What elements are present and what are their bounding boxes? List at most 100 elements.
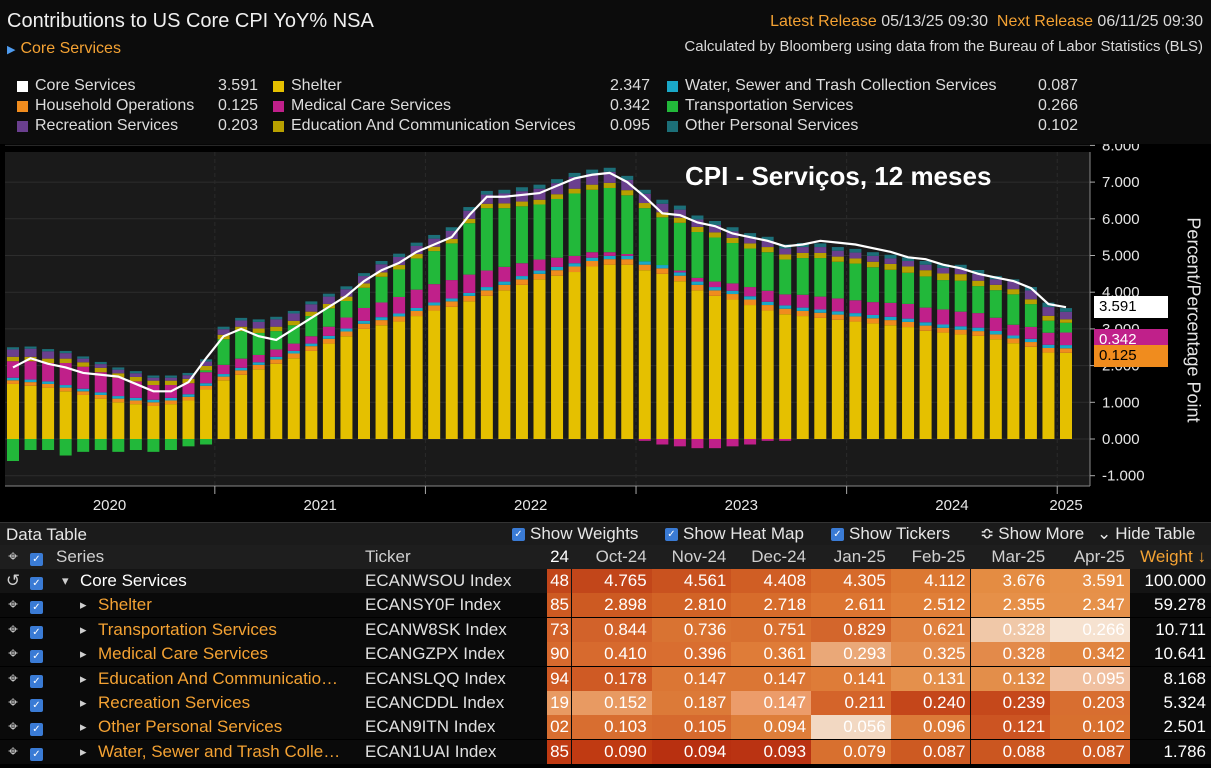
series-name[interactable]: Core Services [80,571,187,590]
bar-segment [709,281,721,288]
bar-segment [568,255,581,264]
crosshair-icon[interactable]: ⌖ [8,668,18,688]
bar-segment [954,329,967,335]
show-heat-map-toggle[interactable]: ✓ Show Heat Map [665,524,804,544]
expand-caret-icon[interactable]: ▸ [80,719,87,735]
col-header-month[interactable]: Nov-24 [671,547,727,566]
col-header-weight[interactable]: Weight ↓ [1140,547,1206,566]
col-header-month[interactable]: Apr-25 [1073,547,1125,566]
col-header-month[interactable]: Oct-24 [595,547,647,566]
value-cell-partial: 94 [547,666,571,691]
legend-item[interactable]: Medical Care Services [273,96,451,116]
table-row[interactable]: ⌖ ✓ ▸ Recreation Services ECANCDDL Index 19 0.… [0,691,1211,715]
expand-caret-icon[interactable]: ▸ [80,621,87,637]
table-row[interactable]: ⌖ ✓ ▸ Other Personal Services ECAN9ITN Index… [0,715,1211,740]
expand-caret-icon[interactable]: ▸ [80,695,87,710]
legend-item[interactable]: Transportation Services [667,96,853,116]
series-selector[interactable]: ▶ Core Services [7,40,121,58]
value-cell: 0.093 [731,739,812,764]
bar-segment [902,303,915,319]
row-checkbox[interactable]: ✓ [30,642,48,666]
table-row[interactable]: ↺ ✓ ▾ Core Services ECANWSOU Index 48 4.765 4.5… [0,569,1211,593]
bar-segment [393,313,406,317]
series-name[interactable]: Transportation Services [98,619,277,639]
hide-table-button[interactable]: ⌄ Hide Table [1097,524,1195,544]
col-header-month[interactable]: Jan-25 [833,547,886,566]
series-name[interactable]: Shelter [98,595,152,615]
bar-segment [200,372,213,384]
legend-item[interactable]: Recreation Services [17,116,178,136]
y-tick-label: 1.000 [1102,394,1140,411]
weight-cell: 2.501 [1163,717,1206,737]
crosshair-icon[interactable]: ⌖ [8,619,18,639]
series-name[interactable]: Recreation Services [98,693,251,712]
show-weights-toggle[interactable]: ✓ Show Weights [512,524,638,544]
bar-segment [533,204,546,260]
table-row[interactable]: ⌖ ✓ ▸ Education And Communicatio… ECANSLQQ I… [0,666,1211,691]
legend-item[interactable]: Other Personal Services [667,116,858,136]
table-row[interactable]: ⌖ ✓ ▸ Transportation Services ECANW8SK Index… [0,617,1211,642]
bar-segment [515,279,528,285]
crosshair-icon[interactable]: ⌖ [8,741,18,761]
row-checkbox[interactable]: ✓ [30,715,48,739]
expand-caret-icon[interactable]: ▸ [80,670,87,686]
row-checkbox[interactable]: ✓ [30,593,48,617]
row-checkbox[interactable]: ✓ [30,691,48,715]
col-header-month[interactable]: Dec-24 [751,547,807,566]
release-info: Latest Release 05/13/25 09:30 Next Relea… [770,13,1203,31]
expand-caret-icon[interactable]: ▸ [80,597,87,613]
bar-segment [1024,338,1037,343]
crosshair-icon[interactable]: ⌖ [8,717,18,737]
legend-label: Shelter [291,77,342,94]
table-row[interactable]: ⌖ ✓ ▸ Medical Care Services ECANGZPX Index 90… [0,642,1211,667]
reset-icon[interactable]: ↺ [5,571,21,590]
crosshair-icon[interactable]: ⌖ [8,693,18,712]
show-tickers-toggle[interactable]: ✓ Show Tickers [831,524,950,544]
value-cell: 0.094 [731,715,812,740]
legend-item[interactable]: Household Operations [17,96,194,116]
x-tick-label: 2020 [93,497,126,514]
bar-segment [393,321,406,439]
bar-segment [428,284,441,303]
bar-segment [182,396,195,401]
col-header-series[interactable]: Series [56,547,105,566]
table-row[interactable]: ⌖ ✓ ▸ Shelter ECANSY0F Index 85 2.898 2.810 2.71… [0,593,1211,618]
series-name[interactable]: Education And Communicatio… [98,668,339,688]
bar-segment [831,298,844,312]
col-header-month[interactable]: Mar-25 [991,547,1046,566]
bar-segment-negative [164,439,177,451]
col-header-ticker[interactable]: Ticker [365,547,411,566]
legend-item[interactable]: Water, Sewer and Trash Collection Servic… [667,76,997,96]
col-header-month[interactable]: Feb-25 [911,547,966,566]
bar-segment [252,362,265,365]
select-all-checkbox[interactable]: ✓ [30,545,48,569]
table-row[interactable]: ⌖ ✓ ▸ Water, Sewer and Trash Colle… ECAN1UAI… [0,739,1211,764]
expand-caret-icon[interactable]: ▸ [80,646,87,662]
bar-segment [112,367,125,370]
bar-segment [287,313,300,321]
row-checkbox[interactable]: ✓ [30,740,48,764]
series-name[interactable]: Other Personal Services [98,717,283,737]
bar-segment [744,248,757,288]
value-cell: 0.361 [731,642,812,667]
crosshair-icon[interactable]: ⌖ [8,547,18,566]
legend-item[interactable]: Shelter [273,76,342,96]
expand-caret-icon[interactable]: ▸ [80,743,87,759]
col-header-partial[interactable]: 24 [550,547,569,566]
value-cell: 0.132 [970,666,1051,691]
row-checkbox[interactable]: ✓ [30,569,48,593]
legend-item[interactable]: Education And Communication Services [273,116,576,136]
crosshair-icon[interactable]: ⌖ [8,644,18,664]
row-checkbox[interactable]: ✓ [30,667,48,691]
bar-segment [603,171,616,183]
series-name[interactable]: Medical Care Services [98,644,269,664]
legend-label: Core Services [35,77,136,94]
crosshair-icon[interactable]: ⌖ [8,595,18,615]
bar-segment [691,281,704,285]
series-name[interactable]: Water, Sewer and Trash Colle… [98,741,341,761]
chart-area: 8.0007.0006.0005.0004.0003.0002.0001.000… [0,144,1211,522]
show-more-button[interactable]: ≎ Show More [980,524,1084,544]
collapse-caret-icon[interactable]: ▾ [62,573,69,588]
row-checkbox[interactable]: ✓ [30,618,48,642]
legend-item[interactable]: Core Services [17,76,135,96]
